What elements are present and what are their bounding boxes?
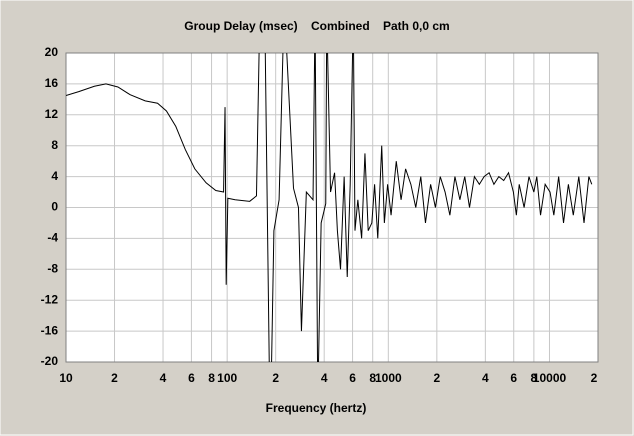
y-tick-label: 4 xyxy=(51,169,58,183)
x-tick-label: 10 xyxy=(59,371,73,385)
y-tick-label: -20 xyxy=(41,354,59,368)
y-tick-label: -4 xyxy=(47,231,58,245)
x-tick-label: 2 xyxy=(272,371,279,385)
y-tick-label: 8 xyxy=(51,138,58,152)
y-tick-label: 20 xyxy=(45,45,59,59)
x-tick-label: 6 xyxy=(349,371,356,385)
x-tick-label: 6 xyxy=(510,371,517,385)
x-tick-label: 4 xyxy=(321,371,328,385)
data-line xyxy=(66,53,593,362)
x-axis-label: Frequency (hertz) xyxy=(266,401,367,415)
y-tick-label: -12 xyxy=(41,292,59,306)
x-tick-label: 10000 xyxy=(533,371,567,385)
x-tick-label: 100 xyxy=(217,371,237,385)
x-tick-label: 6 xyxy=(188,371,195,385)
x-tick-label: 2 xyxy=(433,371,440,385)
x-tick-label: 2 xyxy=(591,371,598,385)
chart-title: Group Delay (msec) Combined Path 0,0 cm xyxy=(184,19,449,33)
y-tick-label: 16 xyxy=(45,76,59,90)
x-tick-label: 8 xyxy=(531,371,538,385)
y-tick-label: 0 xyxy=(51,200,58,214)
x-tick-label: 8 xyxy=(369,371,376,385)
x-tick-label: 4 xyxy=(482,371,489,385)
plot-border xyxy=(65,52,599,363)
y-tick-label: -16 xyxy=(41,323,59,337)
y-tick-label: 12 xyxy=(45,107,59,121)
y-tick-label: -8 xyxy=(47,261,58,275)
x-tick-label: 1000 xyxy=(375,371,402,385)
x-tick-label: 4 xyxy=(160,371,167,385)
x-tick-label: 2 xyxy=(111,371,118,385)
x-tick-label: 8 xyxy=(208,371,215,385)
